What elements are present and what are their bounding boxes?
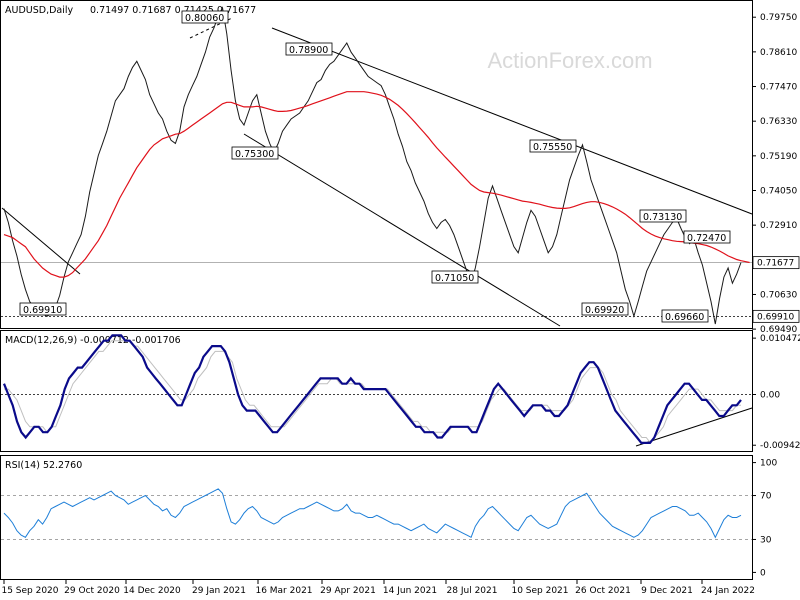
price-axis-ticks: 0.79750 0.78610 0.77470 0.76330 0.75190 0.740…: [752, 13, 800, 335]
annotation-label: 0.69660: [665, 312, 704, 323]
annotation-box: [231, 146, 279, 160]
annotation-label: 0.75300: [235, 149, 274, 160]
current-price-box: [752, 256, 800, 270]
annotation-label: 0.73130: [643, 212, 682, 223]
macd-series-group: 0.010472 0.00 -0.009426: [1, 334, 800, 451]
annotation-box: [181, 10, 229, 24]
annotation-box: [529, 139, 577, 153]
current-price-label: 0.71677: [757, 259, 794, 269]
date-tick-label: 28 Jul 2021: [447, 586, 498, 596]
annotation-label: 0.71050: [435, 273, 474, 284]
rsi-tick-label: 0: [760, 568, 766, 578]
annotation-label: 0.72470: [687, 233, 726, 244]
date-tick-label: 9 Dec 2021: [641, 586, 693, 596]
watermark: ActionForex.com: [487, 48, 652, 73]
macd-trend-line: [635, 407, 753, 447]
support-price-label: 0.69910: [757, 312, 794, 322]
date-axis: 15 Sep 2020 29 Oct 2020 14 Dec 2020 29 Jan …: [1, 580, 755, 596]
macd-tick-label: -0.009426: [760, 441, 800, 451]
trend-line: [271, 27, 753, 215]
price-annotations: 0.80060 0.78900 0.75300 0.75550 0.71050 0.731…: [19, 10, 731, 323]
annotation-label: 0.78900: [289, 45, 328, 56]
date-tick-label: 14 Dec 2020: [123, 586, 181, 596]
date-tick-label: 14 Jun 2021: [383, 586, 437, 596]
price-tick-label: 0.70630: [760, 290, 797, 300]
price-tick-label: 0.72910: [760, 221, 797, 231]
annotation-label: 0.69910: [23, 305, 62, 316]
date-tick-label: 16 Mar 2021: [255, 586, 312, 596]
macd-title: MACD(12,26,9) -0.000712 -0.001706: [5, 335, 181, 346]
price-tick-label: 0.69490: [760, 325, 797, 335]
macd-tick-label: 0.010472: [760, 334, 800, 344]
annotation-box: [285, 42, 333, 56]
price-series-group: [3, 6, 750, 325]
date-tick-label: 29 Apr 2021: [320, 586, 376, 596]
price-panel-frame: [0, 0, 753, 329]
price-ohlc-header: 0.71497 0.71687 0.71425 0.71677: [90, 5, 256, 16]
rsi-line: [3, 488, 742, 539]
rsi-tick-label: 30: [760, 535, 772, 545]
trend-line: [243, 133, 561, 327]
annotation-label: 0.75550: [533, 142, 572, 153]
rsi-series-group: 100 70 30 0: [1, 459, 777, 578]
annotation-box: [639, 209, 687, 223]
annotation-box: [19, 302, 67, 316]
rsi-panel-frame: [0, 455, 753, 580]
rsi-title: RSI(14) 52.2760: [5, 460, 82, 471]
price-title: AUDUSD,Daily: [5, 5, 74, 16]
macd-tick-label: 0.00: [760, 390, 780, 400]
macd-panel-frame: [0, 330, 753, 452]
price-tick-label: 0.79750: [760, 13, 797, 23]
date-tick-label: 10 Sep 2021: [511, 586, 568, 596]
price-tick-label: 0.74050: [760, 186, 797, 196]
support-price-box: [752, 309, 800, 323]
price-tick-label: 0.77470: [760, 83, 797, 93]
price-tick-label: 0.78610: [760, 48, 797, 58]
rsi-tick-label: 70: [760, 492, 772, 502]
rsi-tick-label: 100: [760, 459, 777, 469]
annotation-box: [661, 309, 709, 323]
macd-line: [2, 334, 742, 444]
annotation-label: 0.80060: [185, 13, 224, 24]
price-gridlines: [1, 262, 752, 317]
date-tick-label: 29 Jan 2021: [192, 586, 246, 596]
annotation-box: [581, 302, 629, 316]
price-series-line: [3, 6, 742, 325]
moving-average-line: [3, 91, 750, 278]
annotation-box: [683, 230, 731, 244]
date-tick-label: 15 Sep 2020: [1, 586, 58, 596]
macd-signal-line: [4, 340, 741, 444]
annotation-box: [431, 270, 479, 284]
price-tick-label: 0.75190: [760, 152, 797, 162]
trend-line: [1, 207, 81, 275]
annotation-label: 0.69920: [585, 305, 624, 316]
date-tick-label: 29 Oct 2020: [64, 586, 120, 596]
date-tick-label: 24 Jan 2022: [701, 586, 755, 596]
date-tick-label: 26 Oct 2021: [575, 586, 631, 596]
price-tick-label: 0.76330: [760, 117, 797, 127]
